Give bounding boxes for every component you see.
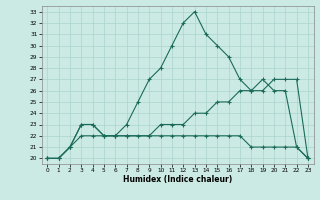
X-axis label: Humidex (Indice chaleur): Humidex (Indice chaleur) [123, 175, 232, 184]
